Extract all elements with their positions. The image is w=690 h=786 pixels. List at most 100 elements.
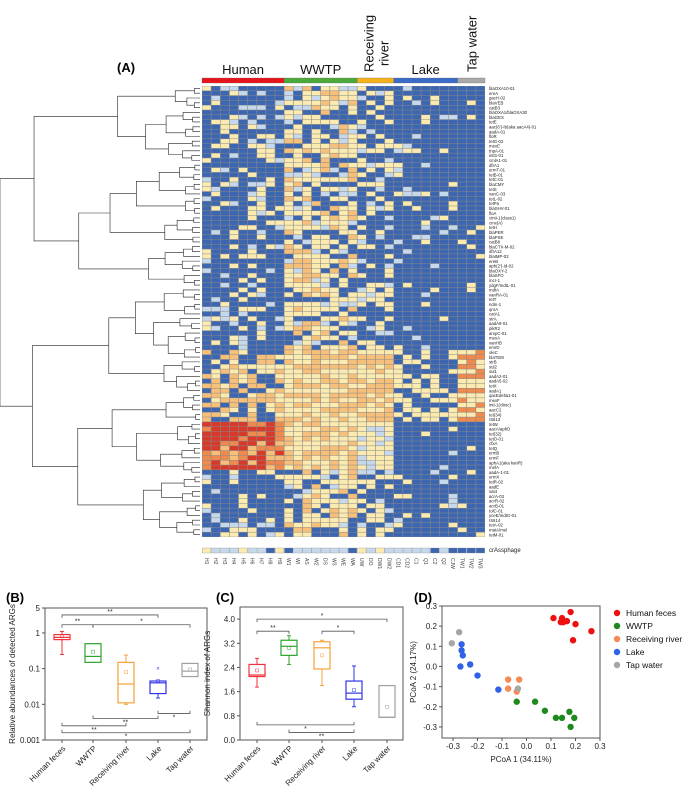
heatmap-cell xyxy=(247,460,257,465)
scatter-point xyxy=(458,641,465,648)
heatmap-cell xyxy=(302,522,312,528)
heatmap-cell xyxy=(384,215,394,221)
heatmap-cell xyxy=(448,417,458,422)
heatmap-cell xyxy=(366,513,376,518)
heatmap-cell xyxy=(467,474,476,480)
heatmap-cell xyxy=(375,273,385,278)
heatmap-cell xyxy=(330,129,339,134)
scatter-point xyxy=(541,707,549,714)
heatmap-cell xyxy=(366,498,376,504)
heatmap-cell xyxy=(266,311,275,317)
heatmap-cell xyxy=(412,527,421,532)
heatmap-cell xyxy=(403,359,412,365)
heatmap-cell xyxy=(384,196,394,201)
heatmap-cell xyxy=(421,508,430,513)
heatmap-cell xyxy=(311,263,321,269)
heatmap-cell xyxy=(293,306,303,312)
y-tick-label: 0.01 xyxy=(24,700,40,709)
heatmap-cell xyxy=(339,374,348,379)
heatmap-cell xyxy=(257,86,266,91)
heatmap-cell xyxy=(247,234,257,240)
heatmap-cell xyxy=(448,105,458,110)
group-label: Receiving xyxy=(361,15,376,72)
heatmap-cell xyxy=(284,302,293,307)
row-label: aadA9-01 xyxy=(489,321,508,326)
heatmap-cell xyxy=(211,225,220,230)
heatmap-cell xyxy=(439,455,449,460)
heatmap-cell xyxy=(211,167,220,173)
heatmap-cell xyxy=(430,455,440,460)
heatmap-cell xyxy=(348,244,357,249)
heatmap-cell xyxy=(403,134,412,139)
heatmap-cell xyxy=(476,230,485,235)
heatmap-cell xyxy=(467,330,476,336)
crassphage-cell xyxy=(284,547,294,554)
heatmap-cell xyxy=(266,335,275,341)
heatmap-cell xyxy=(229,302,239,307)
heatmap-cell xyxy=(284,148,293,153)
heatmap-cell xyxy=(211,474,220,480)
heatmap-cell xyxy=(238,364,248,369)
scatter-point xyxy=(457,663,464,670)
heatmap-cell xyxy=(412,345,421,350)
heatmap-cell xyxy=(375,206,385,211)
heatmap-cell xyxy=(394,326,403,331)
panel-label-d: (D) xyxy=(414,590,432,605)
heatmap-cell xyxy=(476,258,485,264)
heatmap-cell xyxy=(448,258,458,264)
heatmap-cell xyxy=(229,417,239,422)
heatmap-cell xyxy=(275,354,284,360)
heatmap-cell xyxy=(384,206,394,211)
heatmap-cell xyxy=(339,422,348,427)
heatmap-cell xyxy=(357,388,367,393)
heatmap-cell xyxy=(430,230,440,235)
heatmap-cell xyxy=(430,369,440,374)
significance-bracket xyxy=(256,721,355,726)
heatmap-cell xyxy=(439,158,449,163)
heatmap-cell xyxy=(293,129,303,134)
heatmap-cell xyxy=(457,91,467,96)
heatmap-cell xyxy=(448,254,458,259)
row-label: tetB-01 xyxy=(489,172,503,177)
heatmap-cell xyxy=(348,369,357,374)
heatmap-cell xyxy=(439,249,449,254)
row-label: tetH xyxy=(489,225,497,230)
heatmap-cell xyxy=(211,398,220,403)
heatmap-cell xyxy=(403,460,412,465)
heatmap-cell xyxy=(311,374,321,379)
heatmap-cell xyxy=(448,158,458,163)
heatmap-cell xyxy=(266,383,275,389)
crassphage-cell xyxy=(375,547,385,554)
heatmap-cell xyxy=(302,163,312,168)
heatmap-cell xyxy=(320,297,330,302)
heatmap-cell xyxy=(394,158,403,163)
heatmap-cell xyxy=(257,422,266,427)
heatmap-cell xyxy=(339,234,348,240)
heatmap-cell xyxy=(211,450,220,456)
heatmap-cell xyxy=(293,345,303,350)
heatmap-cell xyxy=(357,513,367,518)
heatmap-cell xyxy=(430,215,440,221)
heatmap-cell xyxy=(266,278,275,283)
heatmap-cell xyxy=(467,417,476,422)
significance-bracket xyxy=(61,722,127,727)
heatmap-cell xyxy=(467,393,476,398)
heatmap-cell xyxy=(275,446,284,451)
heatmap-cell xyxy=(421,527,430,532)
heatmap-cell xyxy=(284,494,293,499)
heatmap-cell xyxy=(238,110,248,115)
heatmap-cell xyxy=(348,234,357,240)
column-label: TW1 xyxy=(458,558,464,569)
heatmap-cell xyxy=(457,498,467,504)
heatmap-cell xyxy=(202,532,211,537)
heatmap-cell xyxy=(211,282,220,288)
heatmap-cell xyxy=(439,450,449,456)
heatmap-cell xyxy=(330,115,339,120)
heatmap-cell xyxy=(211,230,220,235)
heatmap-cell xyxy=(412,143,421,149)
heatmap-cell xyxy=(430,244,440,249)
heatmap-cell xyxy=(457,95,467,101)
heatmap-cell xyxy=(266,321,275,326)
heatmap-cell xyxy=(394,134,403,139)
heatmap-cell xyxy=(366,282,376,288)
